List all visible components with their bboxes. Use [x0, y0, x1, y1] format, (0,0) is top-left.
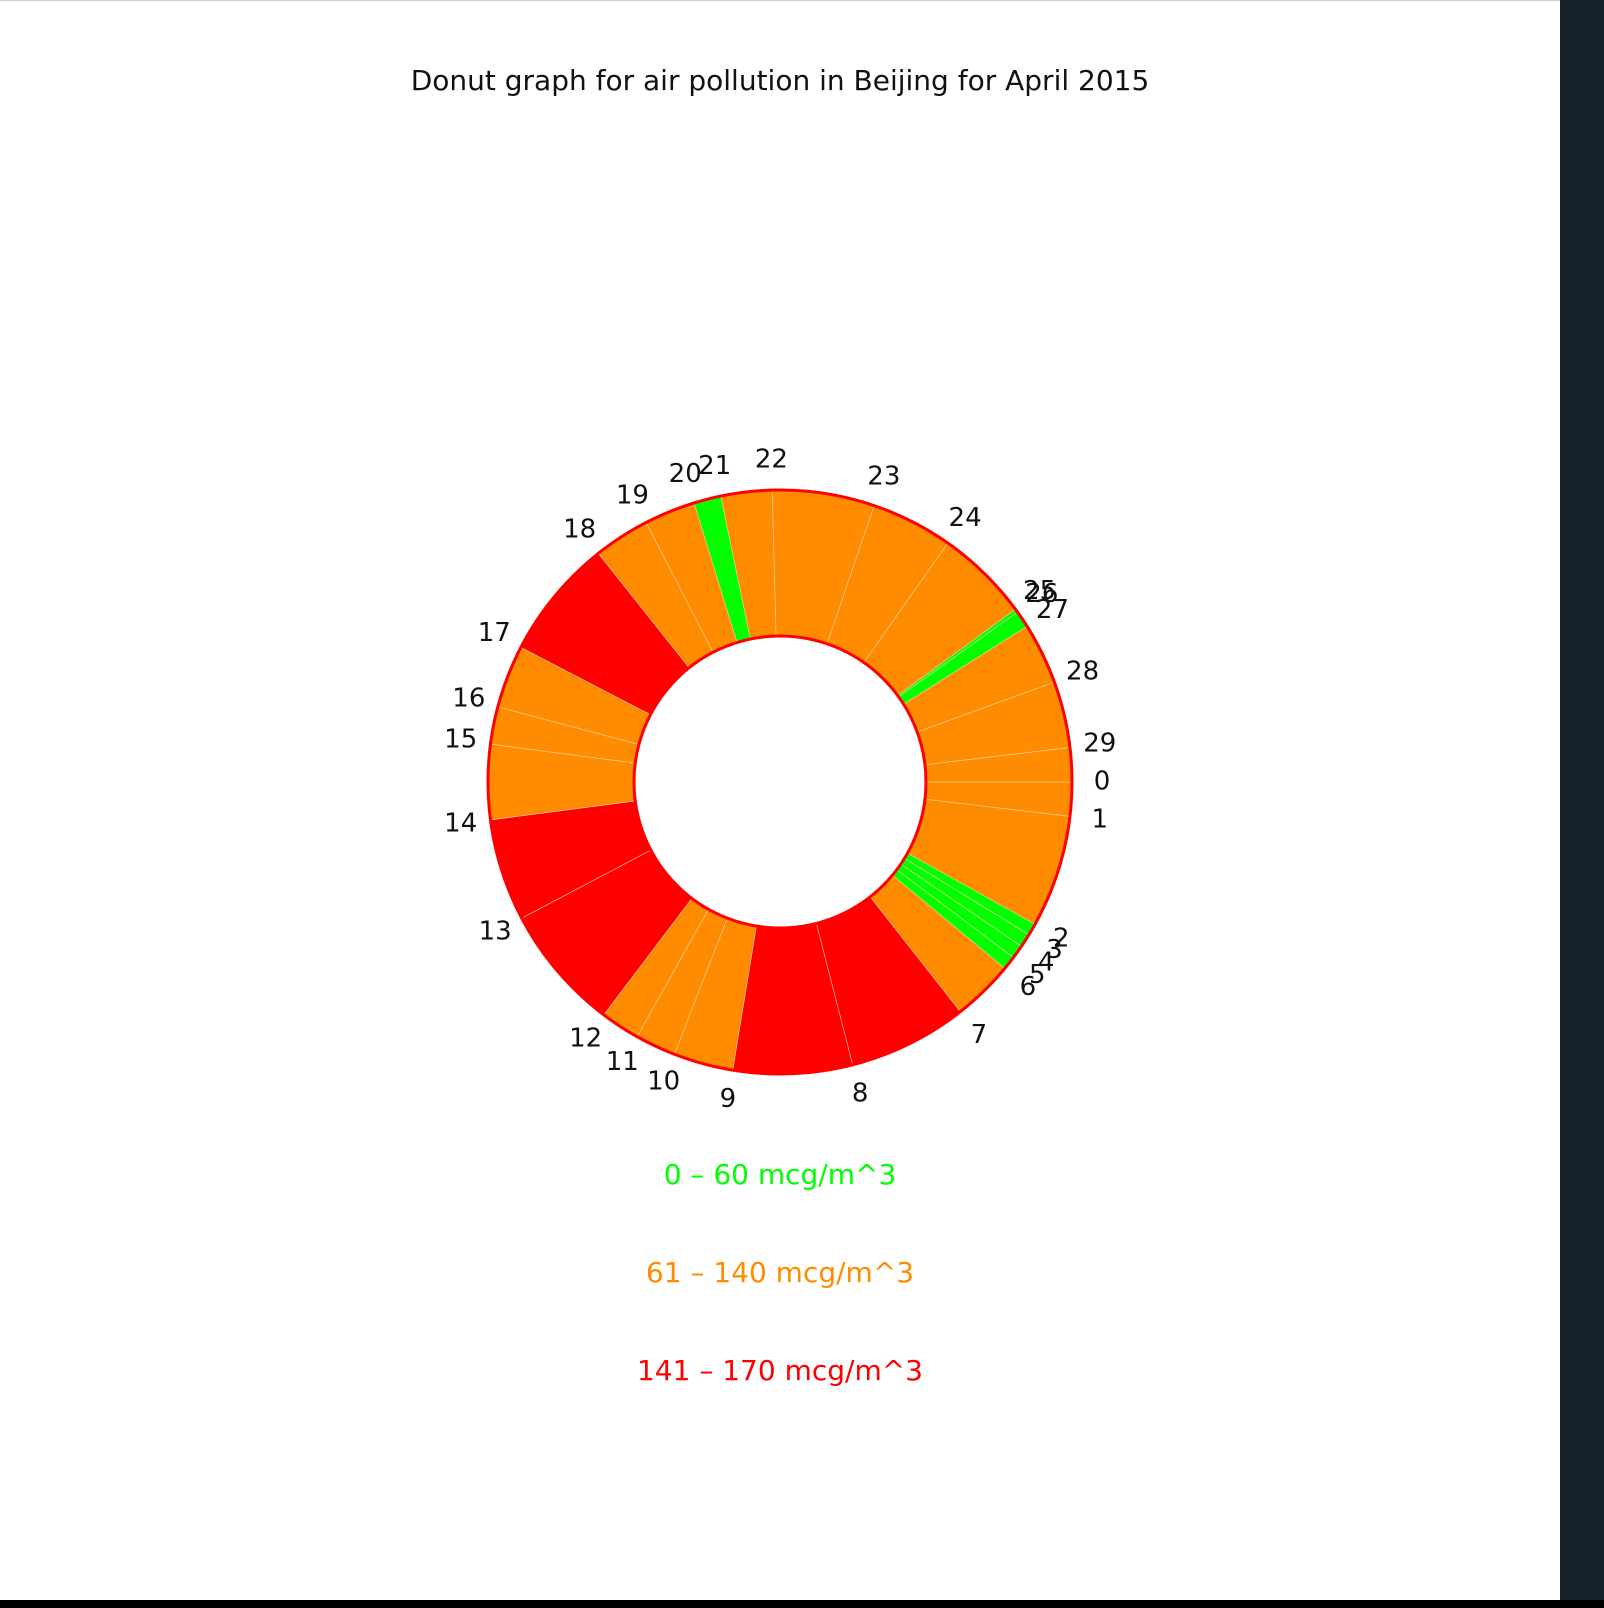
slice-label-21: 21 [698, 451, 731, 481]
slice-label-24: 24 [949, 503, 982, 533]
slice-label-3: 3 [1046, 935, 1063, 965]
slice-label-0: 0 [1094, 767, 1111, 797]
slice-label-25: 25 [1023, 576, 1056, 606]
donut-inner-outline [632, 634, 928, 930]
legend-item-medium: 61 – 140 mcg/m^3 [645, 1256, 915, 1289]
chart-window [0, 0, 1560, 1601]
legend-item-low: 0 – 60 mcg/m^3 [663, 1158, 897, 1191]
slice-label-7: 7 [971, 1020, 988, 1050]
legend-item-high: 141 – 170 mcg/m^3 [636, 1354, 923, 1387]
slice-label-11: 11 [606, 1047, 639, 1077]
slice-label-20: 20 [669, 459, 702, 489]
slice-label-12: 12 [569, 1023, 602, 1053]
slice-label-22: 22 [755, 445, 788, 475]
slice-label-27: 27 [1036, 595, 1069, 625]
slice-label-4: 4 [1038, 948, 1055, 978]
slice-label-15: 15 [444, 725, 477, 755]
slice-label-19: 19 [616, 480, 649, 510]
slice-label-9: 9 [720, 1084, 737, 1114]
window-edge-right [1560, 0, 1604, 1608]
slice-label-10: 10 [647, 1067, 680, 1097]
slice-label-18: 18 [563, 514, 596, 544]
slice-label-28: 28 [1066, 656, 1099, 686]
slice-label-23: 23 [867, 462, 900, 492]
slice-label-5: 5 [1029, 960, 1046, 990]
slice-label-2: 2 [1053, 923, 1070, 953]
slice-label-26: 26 [1025, 579, 1058, 609]
slice-label-8: 8 [852, 1078, 869, 1108]
chart-title: Donut graph for air pollution in Beijing… [410, 64, 1150, 97]
slice-label-1: 1 [1091, 805, 1108, 835]
slice-label-6: 6 [1020, 972, 1037, 1002]
slice-label-13: 13 [479, 917, 512, 947]
slice-label-17: 17 [478, 618, 511, 648]
slice-label-14: 14 [444, 808, 477, 838]
slice-label-29: 29 [1083, 728, 1116, 758]
donut-outer-outline [486, 488, 1074, 1076]
window-edge-bottom [0, 1600, 1604, 1608]
slice-label-16: 16 [452, 684, 485, 714]
